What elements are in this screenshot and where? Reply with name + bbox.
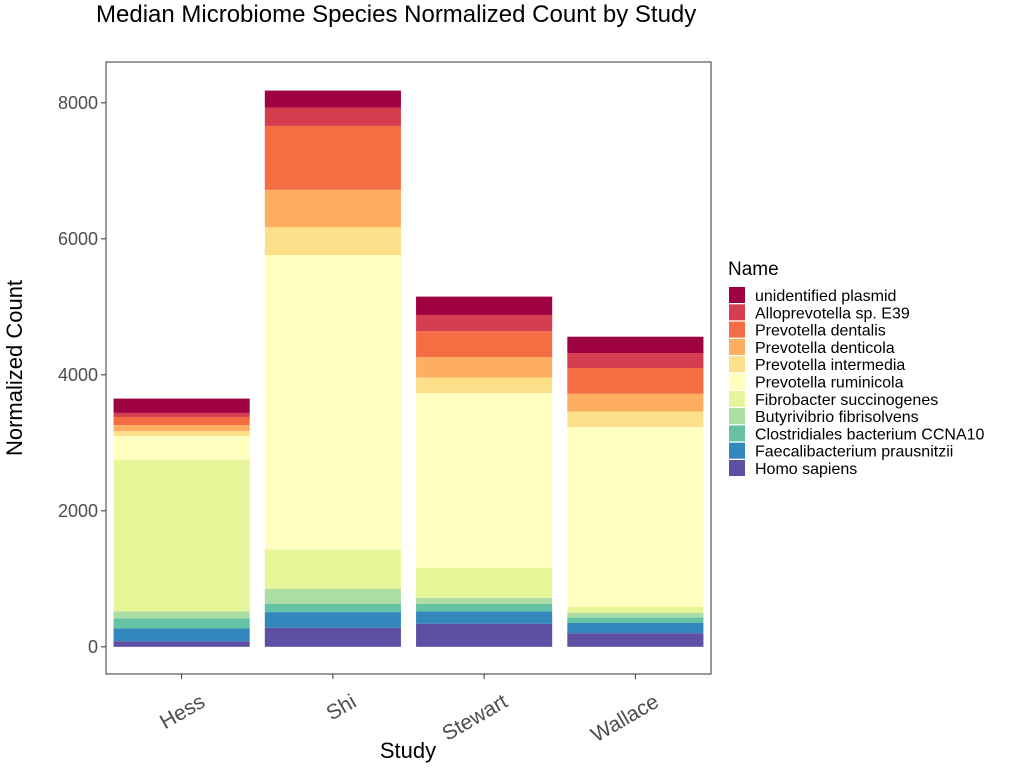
legend-label-8: Clostridiales bacterium CCNA10 <box>755 426 985 443</box>
legend-label-2: Prevotella dentalis <box>755 323 886 340</box>
legend-swatch-1 <box>729 304 745 321</box>
legend-swatch-0 <box>729 287 745 303</box>
legend-label-1: Alloprevotella sp. E39 <box>755 305 910 322</box>
x-tick-label-shi: Shi <box>322 690 360 725</box>
y-tick-label: 2000 <box>58 501 98 521</box>
bar-segment-wallace-5 <box>567 427 704 607</box>
x-tick-label-hess: Hess <box>156 690 209 734</box>
bar-segment-shi-8 <box>264 125 401 190</box>
bar-segment-stewart-0 <box>416 623 553 647</box>
legend-swatch-5 <box>729 373 745 390</box>
bar-segment-stewart-5 <box>416 393 553 568</box>
bar-segment-hess-9 <box>113 412 250 417</box>
bar-segment-hess-8 <box>113 416 250 426</box>
legend-label-10: Homo sapiens <box>755 461 857 478</box>
x-tick-label-stewart: Stewart <box>438 690 511 746</box>
bar-segment-hess-10 <box>113 398 250 413</box>
panel-border <box>105 61 712 675</box>
bar-segment-stewart-4 <box>416 567 553 598</box>
bar-segment-wallace-7 <box>567 393 704 412</box>
bar-segment-wallace-10 <box>567 336 704 354</box>
bar-segment-shi-1 <box>264 612 401 628</box>
legend-swatch-7 <box>729 408 745 425</box>
x-axis-title: Study <box>380 738 436 763</box>
legend-label-9: Faecalibacterium prausnitzii <box>755 444 953 461</box>
y-tick-label: 4000 <box>58 365 98 385</box>
bar-segment-shi-4 <box>264 549 401 589</box>
legend-label-5: Prevotella ruminicola <box>755 375 904 392</box>
bar-segment-stewart-6 <box>416 377 553 394</box>
legend-label-3: Prevotella denticola <box>755 340 895 357</box>
bar-segment-wallace-0 <box>567 633 704 647</box>
bar-segment-shi-6 <box>264 227 401 256</box>
bar-segment-shi-10 <box>264 90 401 108</box>
y-axis-title: Normalized Count <box>2 280 27 456</box>
plot-area: Hess Shi Stewart Wallace 0 2000 4000 6000 8000 <box>58 61 712 747</box>
bar-segment-wallace-9 <box>567 353 704 368</box>
bar-segment-hess-6 <box>113 431 250 436</box>
chart-title: Median Microbiome Species Normalized Cou… <box>96 1 696 28</box>
bar-segment-hess-3 <box>113 611 250 619</box>
legend-swatch-4 <box>729 356 745 373</box>
legend-swatch-6 <box>729 390 745 407</box>
legend-label-7: Butyrivibrio fibrisolvens <box>755 409 919 426</box>
legend-title: Name <box>728 259 779 280</box>
legend-swatch-3 <box>729 338 745 355</box>
y-tick-label: 0 <box>88 637 98 657</box>
x-tick-label-wallace: Wallace <box>587 690 663 747</box>
legend-swatch-2 <box>729 321 745 338</box>
bar-segment-hess-0 <box>113 641 250 647</box>
bar-segment-hess-4 <box>113 459 250 612</box>
bar-segment-stewart-3 <box>416 597 553 604</box>
bar-segment-stewart-9 <box>416 314 553 332</box>
legend-swatch-10 <box>729 460 745 476</box>
bar-segment-hess-7 <box>113 425 250 432</box>
bar-segment-hess-5 <box>113 436 250 460</box>
bar-segment-shi-5 <box>264 255 401 550</box>
y-tick-label: 6000 <box>58 229 98 249</box>
bar-segment-stewart-1 <box>416 611 553 624</box>
legend-swatch-9 <box>729 442 745 459</box>
legend: Name unidentified plasmidAlloprevotella … <box>728 259 985 478</box>
y-tick-label: 8000 <box>58 93 98 113</box>
bar-segment-wallace-6 <box>567 411 704 428</box>
bar-segment-wallace-4 <box>567 606 704 613</box>
legend-label-6: Fibrobacter succinogenes <box>755 392 938 409</box>
legend-swatch-8 <box>729 425 745 442</box>
bar-segment-hess-1 <box>113 628 250 642</box>
bar-segment-stewart-7 <box>416 357 553 378</box>
bar-segment-stewart-2 <box>416 603 553 612</box>
bar-segment-wallace-1 <box>567 623 704 634</box>
bar-segment-shi-3 <box>264 589 401 604</box>
bar-segment-shi-9 <box>264 107 401 126</box>
bar-segment-shi-7 <box>264 189 401 228</box>
bar-segment-hess-2 <box>113 618 250 629</box>
bar-segment-wallace-8 <box>567 368 704 394</box>
bar-segment-stewart-8 <box>416 331 553 358</box>
bar-segment-wallace-3 <box>567 612 704 618</box>
legend-label-4: Prevotella intermedia <box>755 357 905 374</box>
bar-segment-wallace-2 <box>567 617 704 623</box>
bar-segment-shi-0 <box>264 627 401 647</box>
bar-segment-shi-2 <box>264 603 401 613</box>
legend-label-0: unidentified plasmid <box>755 288 896 305</box>
bar-segment-stewart-10 <box>416 296 553 315</box>
